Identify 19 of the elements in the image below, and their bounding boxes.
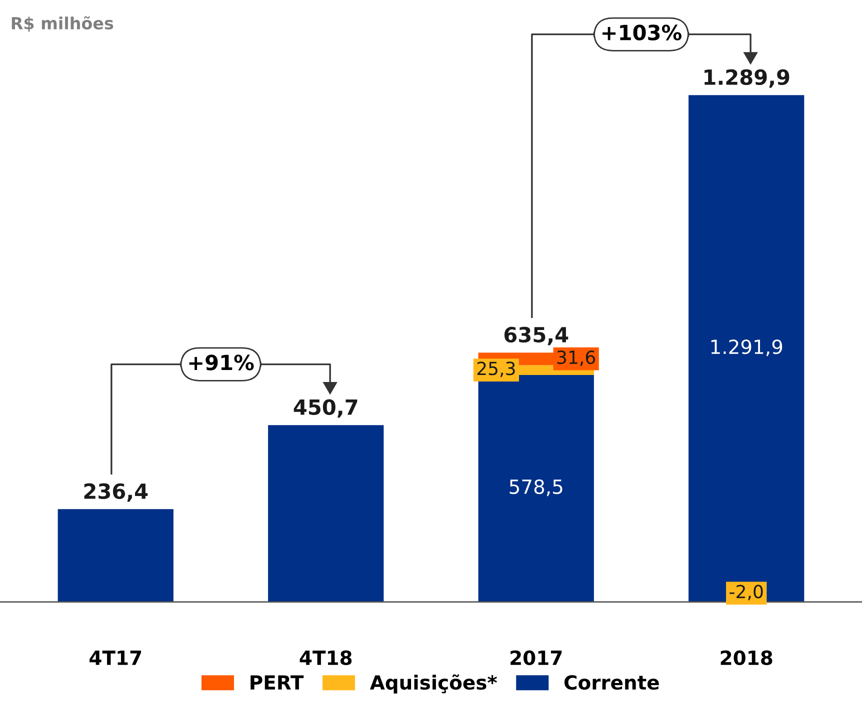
x-tick-label: 4T18 bbox=[300, 650, 352, 666]
text: +103% bbox=[602, 24, 682, 40]
data-label: 31,6 bbox=[557, 350, 596, 366]
x-tick-label: 2017 bbox=[510, 650, 562, 666]
data-label: -2,0 bbox=[730, 584, 763, 600]
annotation: +91% bbox=[189, 354, 254, 370]
legend-label: Corrente bbox=[564, 675, 659, 690]
x-tick-label: 4T17 bbox=[90, 650, 142, 665]
total-label: 635,4 bbox=[504, 326, 568, 346]
legend-label: Aquisições* bbox=[370, 674, 497, 694]
total-label: 1.289,9 bbox=[704, 69, 790, 88]
legend-label: PERT bbox=[250, 675, 304, 690]
total-label: 236,4 bbox=[84, 483, 148, 502]
data-label: 25,3 bbox=[477, 362, 515, 378]
data-label: 578,5 bbox=[510, 479, 562, 496]
x-tick-label: 2018 bbox=[720, 650, 772, 666]
total-label: 450,7 bbox=[294, 399, 358, 418]
data-label: 1.291,9 bbox=[711, 339, 782, 356]
text: R$ milhões bbox=[12, 16, 114, 32]
